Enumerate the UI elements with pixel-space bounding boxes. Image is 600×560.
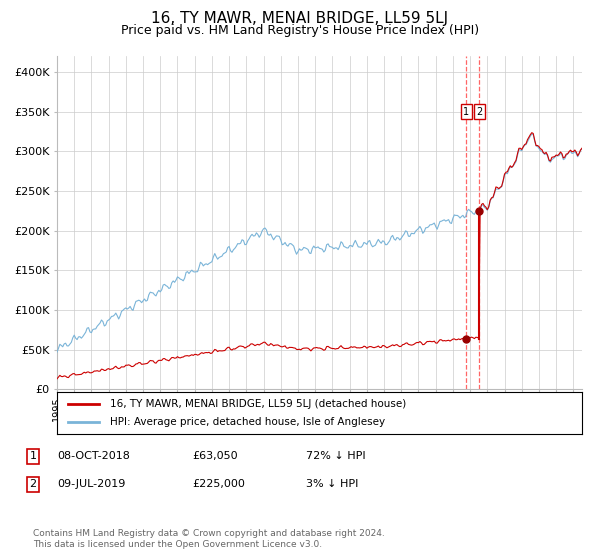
Text: 08-OCT-2018: 08-OCT-2018: [57, 451, 130, 461]
Text: 2: 2: [29, 479, 37, 489]
Text: HPI: Average price, detached house, Isle of Anglesey: HPI: Average price, detached house, Isle…: [110, 417, 385, 427]
Text: 1: 1: [29, 451, 37, 461]
Text: 1: 1: [463, 106, 469, 116]
Text: £225,000: £225,000: [192, 479, 245, 489]
Text: 72% ↓ HPI: 72% ↓ HPI: [306, 451, 365, 461]
Text: 16, TY MAWR, MENAI BRIDGE, LL59 5LJ: 16, TY MAWR, MENAI BRIDGE, LL59 5LJ: [151, 11, 449, 26]
Text: 3% ↓ HPI: 3% ↓ HPI: [306, 479, 358, 489]
Text: £63,050: £63,050: [192, 451, 238, 461]
Text: 09-JUL-2019: 09-JUL-2019: [57, 479, 125, 489]
Text: 16, TY MAWR, MENAI BRIDGE, LL59 5LJ (detached house): 16, TY MAWR, MENAI BRIDGE, LL59 5LJ (det…: [110, 399, 406, 409]
Text: Price paid vs. HM Land Registry's House Price Index (HPI): Price paid vs. HM Land Registry's House …: [121, 24, 479, 37]
Text: Contains HM Land Registry data © Crown copyright and database right 2024.
This d: Contains HM Land Registry data © Crown c…: [33, 529, 385, 549]
Text: 2: 2: [476, 106, 482, 116]
